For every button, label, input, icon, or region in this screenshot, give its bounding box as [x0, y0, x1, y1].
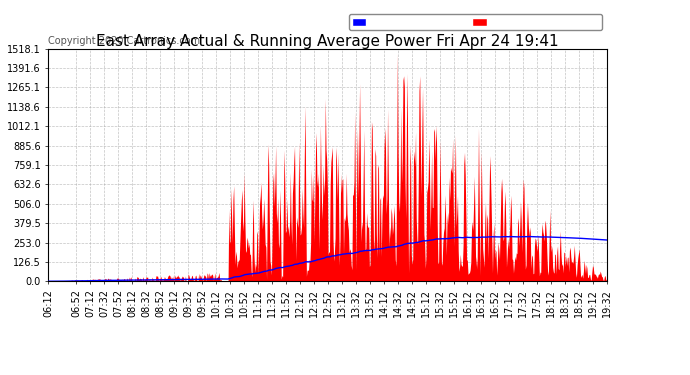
Legend: Average  (DC Watts), East Array  (DC Watts): Average (DC Watts), East Array (DC Watts… [348, 14, 602, 30]
Text: Copyright 2020 Cartronics.com: Copyright 2020 Cartronics.com [48, 36, 200, 46]
Title: East Array Actual & Running Average Power Fri Apr 24 19:41: East Array Actual & Running Average Powe… [97, 34, 559, 49]
